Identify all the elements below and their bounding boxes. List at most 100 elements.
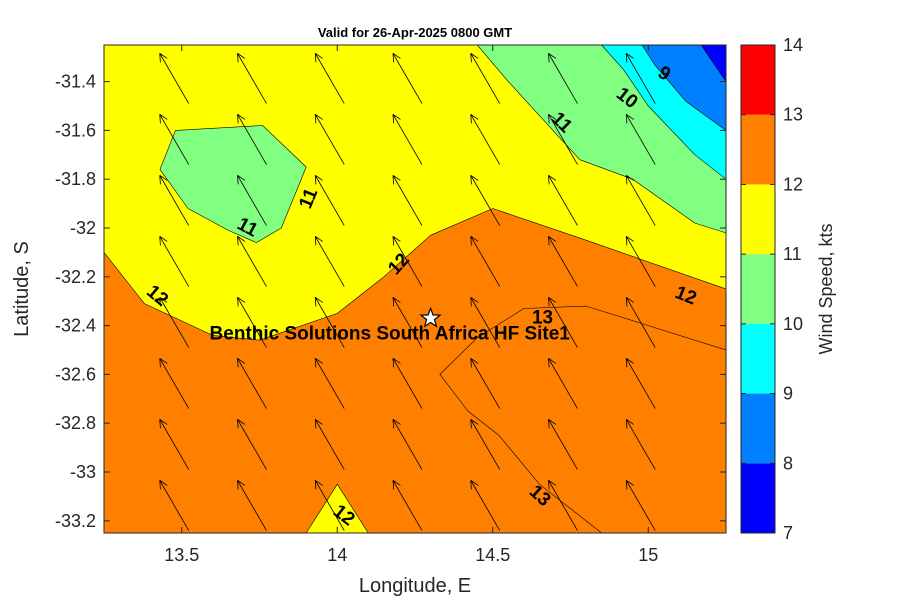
wind-arrow-shaft	[237, 358, 267, 409]
wind-arrow-head	[237, 114, 246, 120]
wind-arrow-head	[314, 358, 317, 368]
wind-arrow-head	[314, 480, 317, 490]
wind-arrow-head	[470, 175, 472, 185]
wind-arrow-head	[548, 175, 557, 181]
wind-arrow-head	[237, 175, 246, 181]
site-label: Benthic Solutions South Africa HF Site1	[210, 323, 571, 344]
wind-arrow-shaft	[237, 175, 267, 226]
colorbar-frame	[740, 44, 776, 534]
wind-arrow-head	[625, 297, 628, 307]
wind-arrow-shaft	[159, 236, 190, 287]
wind-arrow	[314, 480, 345, 531]
wind-arrow-head	[392, 297, 395, 307]
wind-arrow	[392, 53, 423, 104]
wind-arrow-head	[392, 236, 401, 242]
y-tick-label: -32.4	[55, 316, 96, 336]
wind-arrow-shaft	[159, 419, 190, 470]
wind-arrow	[548, 419, 578, 470]
wind-arrow-shaft	[470, 358, 501, 409]
x-tick-label: 13.5	[164, 545, 199, 565]
wind-arrow-head	[392, 480, 395, 490]
wind-arrow-head	[470, 114, 472, 124]
wind-arrow-head	[470, 114, 479, 120]
wind-arrow-head	[315, 480, 323, 486]
plot-frame	[103, 44, 727, 534]
wind-arrow-head	[159, 175, 168, 181]
wind-arrow-head	[159, 297, 168, 303]
wind-arrow-shaft	[470, 175, 501, 226]
y-tick-label: -31.6	[55, 120, 96, 140]
wind-arrow-head	[314, 297, 317, 307]
wind-arrow-head	[470, 358, 479, 364]
wind-arrow-head	[314, 53, 317, 63]
wind-arrow	[625, 358, 656, 409]
wind-arrow-shaft	[159, 297, 190, 348]
x-axis-label: Longitude, E	[359, 575, 471, 597]
wind-arrow	[159, 419, 190, 470]
wind-arrow-head	[626, 358, 634, 364]
wind-arrow	[548, 175, 578, 226]
wind-arrow-shaft	[159, 480, 190, 531]
wind-arrow-head	[159, 175, 161, 185]
y-tick-label: -31.8	[55, 169, 96, 189]
colorbar-tick-label: 8	[783, 453, 793, 473]
wind-arrow-head	[392, 53, 395, 63]
wind-arrow-head	[315, 53, 323, 59]
wind-arrow-shaft	[548, 175, 578, 226]
wind-arrow	[392, 175, 423, 226]
wind-arrow-head	[625, 114, 628, 124]
wind-arrow-head	[159, 114, 161, 124]
wind-arrow	[392, 480, 423, 531]
wind-arrow-shaft	[159, 53, 190, 104]
wind-arrow	[470, 297, 501, 348]
y-tick-label: -32.8	[55, 413, 96, 433]
wind-arrow	[159, 175, 190, 226]
wind-arrow-shaft	[237, 419, 267, 470]
wind-arrow	[237, 419, 267, 470]
wind-vectors	[159, 53, 656, 531]
wind-arrow-head	[314, 236, 317, 246]
contour-region-11	[305, 483, 369, 533]
wind-arrow-head	[392, 297, 401, 303]
wind-arrow-head	[237, 53, 239, 63]
wind-arrow-shaft	[548, 114, 578, 165]
site-marker-group: Benthic Solutions South Africa HF Site1	[210, 306, 571, 344]
wind-arrow-shaft	[548, 297, 578, 348]
colorbar-swatch	[741, 323, 775, 394]
wind-arrow-head	[548, 358, 550, 368]
colorbar-tick-label: 9	[783, 384, 793, 404]
wind-arrow-head	[625, 175, 628, 185]
wind-arrow	[548, 297, 578, 348]
wind-arrow-head	[392, 175, 395, 185]
wind-arrow-shaft	[548, 358, 578, 409]
wind-arrow-head	[548, 114, 557, 120]
wind-arrow-head	[159, 419, 161, 429]
wind-arrow	[237, 236, 267, 287]
wind-arrow-shaft	[625, 236, 656, 287]
wind-arrow-head	[159, 480, 168, 486]
y-axis-label: Latitude, S	[11, 241, 33, 337]
wind-arrow	[470, 114, 501, 165]
wind-arrow-head	[470, 480, 472, 490]
wind-arrow-head	[315, 419, 323, 425]
wind-arrow	[237, 175, 267, 226]
wind-arrow-shaft	[392, 419, 423, 470]
wind-arrow-head	[626, 480, 634, 486]
wind-arrow	[625, 419, 656, 470]
wind-arrow	[470, 419, 501, 470]
wind-arrow-head	[237, 419, 239, 429]
wind-arrow-shaft	[237, 480, 267, 531]
wind-arrow-head	[392, 358, 395, 368]
wind-arrow-head	[470, 358, 472, 368]
colorbar: 7 8 9 10 11 12 13 14	[740, 35, 803, 543]
wind-arrow-shaft	[314, 175, 345, 226]
wind-arrow	[625, 114, 656, 165]
wind-arrow-head	[392, 236, 395, 246]
wind-arrow	[392, 419, 423, 470]
contour-region-10	[159, 125, 307, 243]
wind-arrow-head	[314, 419, 317, 429]
wind-arrow-head	[625, 358, 628, 368]
wind-arrow-shaft	[314, 53, 345, 104]
wind-arrow-shaft	[625, 419, 656, 470]
wind-arrow-shaft	[548, 53, 578, 104]
